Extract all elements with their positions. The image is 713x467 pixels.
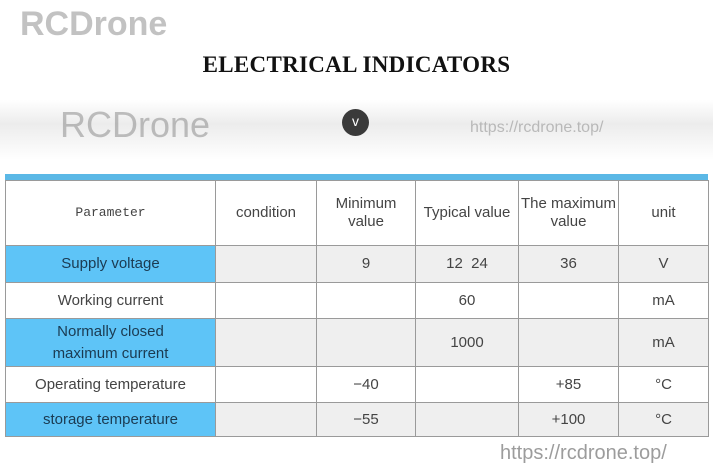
header-cell: Parameter [5,180,216,246]
table-cell [215,402,317,437]
table-cell: 36 [518,245,619,283]
table-cell: 9 [316,245,416,283]
table-cell [215,245,317,283]
table-cell [215,282,317,319]
table-cell [316,318,416,367]
header-cell: The maximum value [518,180,619,246]
table-cell [316,282,416,319]
table-top-bar [5,174,708,180]
page-title: ELECTRICAL INDICATORS [202,52,511,77]
table-cell: °C [618,402,709,437]
table-cell: −55 [316,402,416,437]
chevron-down-icon: v [342,109,369,136]
table-row: Operating temperature −40 +85 °C [5,366,709,403]
table-cell [518,318,619,367]
param-cell: Supply voltage [5,245,216,283]
header-cell: unit [618,180,709,246]
table-cell [215,366,317,403]
electrical-indicators-table: Parameter condition Minimum value Typica… [5,180,709,437]
table-cell: V [618,245,709,283]
watermark: RCDrone [20,5,168,43]
table-cell: °C [618,366,709,403]
table-cell [415,366,519,403]
param-cell: Normally closed maximum current [5,318,216,367]
table-cell: 60 [415,282,519,319]
watermark: https://rcdrone.top/ [500,442,667,464]
header-cell: Minimum value [316,180,416,246]
table-cell: +85 [518,366,619,403]
table-cell [518,282,619,319]
table-cell: mA [618,318,709,367]
table-cell [215,318,317,367]
header-cell: Typical value [415,180,519,246]
table-cell [415,402,519,437]
header-cell: condition [215,180,317,246]
table-cell: −40 [316,366,416,403]
table-header-row: Parameter condition Minimum value Typica… [5,180,709,246]
table-cell: mA [618,282,709,319]
table-row: storage temperature −55 +100 °C [5,402,709,437]
table-cell: +100 [518,402,619,437]
param-cell: Working current [5,282,216,319]
table-row: Supply voltage 9 12 24 36 V [5,245,709,283]
table-row: Normally closed maximum current 1000 mA [5,318,709,367]
table-row: Working current 60 mA [5,282,709,319]
table-cell: 12 24 [415,245,519,283]
param-cell: storage temperature [5,402,216,437]
table-cell: 1000 [415,318,519,367]
param-cell: Operating temperature [5,366,216,403]
